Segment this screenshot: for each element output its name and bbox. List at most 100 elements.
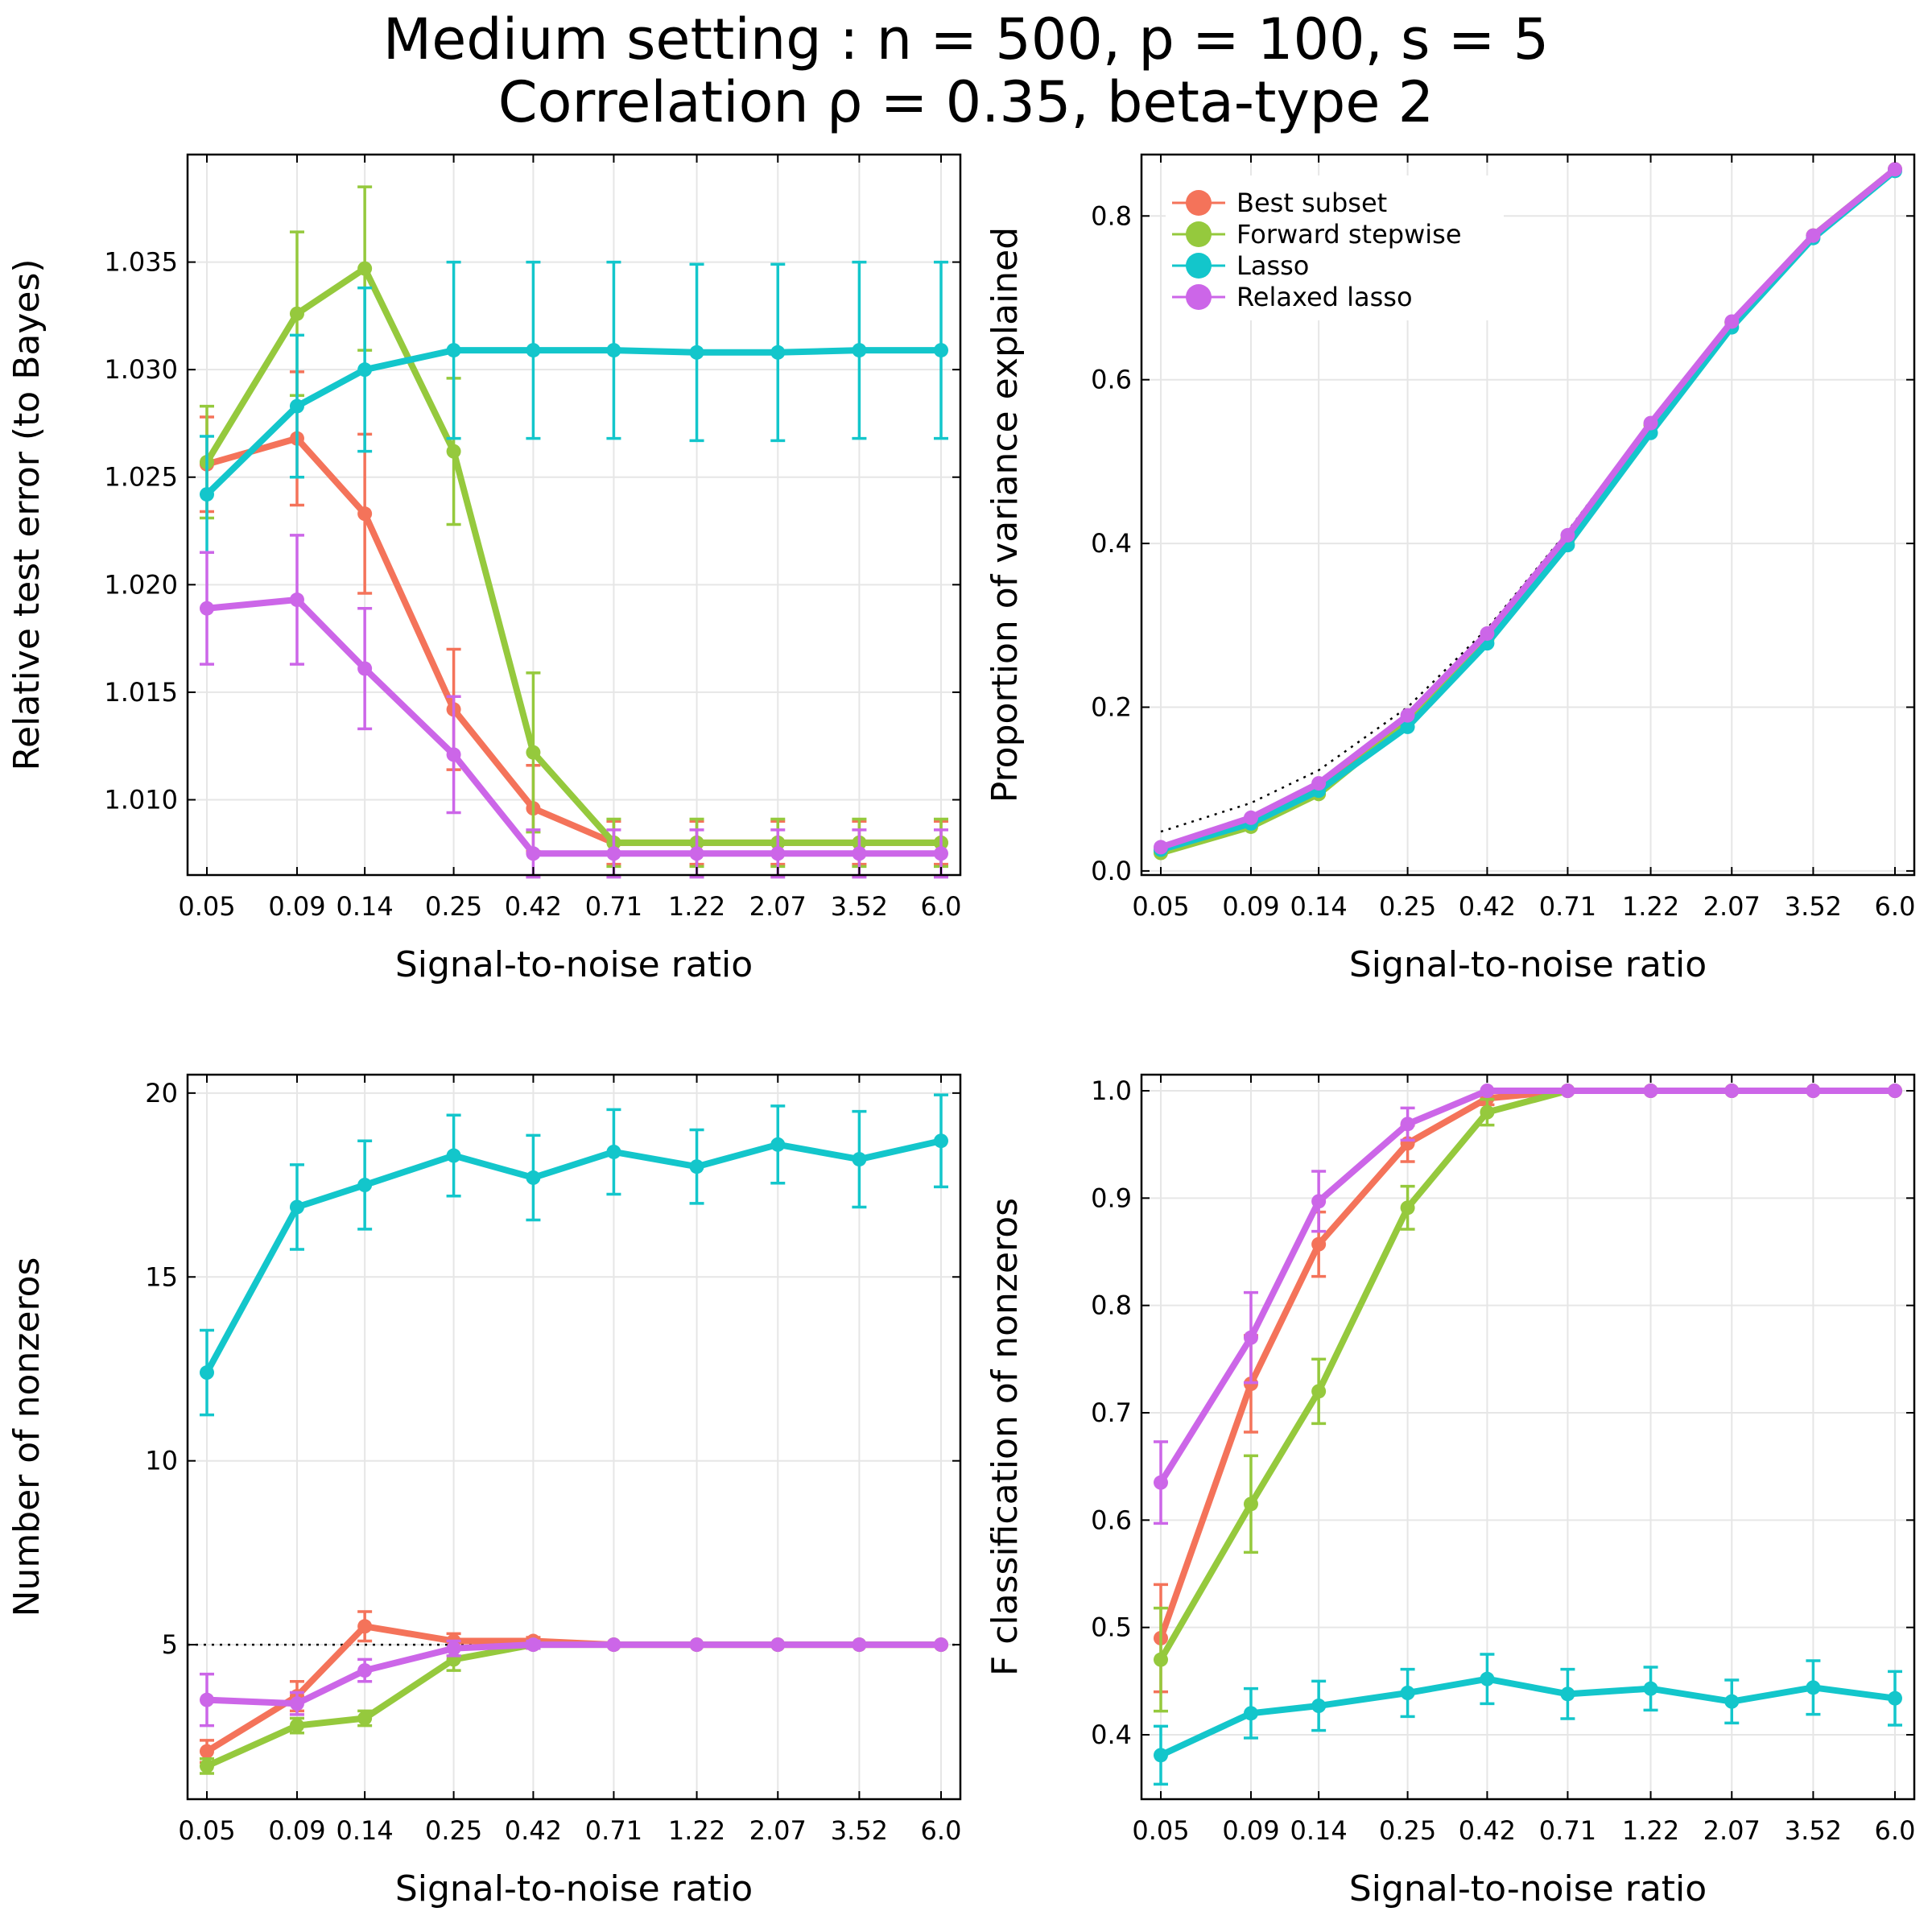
data-point (357, 1711, 373, 1726)
data-point (1243, 810, 1258, 825)
data-point (934, 343, 948, 358)
data-point (770, 846, 786, 861)
data-point (1243, 1330, 1258, 1345)
data-point (1400, 1117, 1415, 1132)
y-tick-label: 0.8 (1091, 1290, 1132, 1321)
data-point (1888, 1690, 1902, 1706)
data-point (1888, 162, 1902, 177)
y-axis-label: F classification of nonzeros (985, 1198, 1026, 1676)
y-tick-label: 15 (145, 1261, 178, 1292)
data-point (289, 1718, 304, 1733)
data-point (689, 1159, 704, 1174)
x-tick-label: 0.25 (1379, 1815, 1436, 1846)
x-tick-label: 0.14 (1290, 891, 1348, 922)
y-tick-label: 10 (145, 1446, 178, 1476)
legend-label: Lasso (1236, 250, 1309, 281)
data-point (1154, 1748, 1168, 1763)
data-point (934, 1637, 948, 1653)
y-tick-label: 5 (162, 1629, 178, 1660)
x-axis-label: Signal-to-noise ratio (1349, 1868, 1707, 1909)
x-tick-label: 1.22 (668, 1815, 725, 1846)
x-tick-label: 2.07 (1703, 891, 1761, 922)
panel-4: 0.05 0.09 0.14 0.25 0.42 0.71 1.22 2.07 3.52 6.0 0… (985, 1073, 1916, 1909)
x-tick-label: 0.25 (1379, 891, 1436, 922)
series-line-lasso (204, 1137, 944, 1377)
y-tick-label: 0.6 (1091, 365, 1132, 395)
data-point (1154, 840, 1168, 855)
legend-marker (1186, 190, 1212, 216)
y-tick-label: 0.9 (1091, 1183, 1132, 1213)
x-axis-label: Signal-to-noise ratio (1349, 944, 1707, 985)
y-tick-label: 0.4 (1091, 528, 1132, 559)
series-forward-stepwise (200, 185, 948, 869)
y-tick-label: 0.7 (1091, 1397, 1132, 1428)
series-line-forward-stepwise (204, 1641, 944, 1769)
x-tick-label: 2.07 (749, 1815, 807, 1846)
x-axis-label: Signal-to-noise ratio (395, 1868, 753, 1909)
plot-frame (186, 1073, 962, 1801)
legend-item-best-subset: Best subset (1172, 188, 1387, 218)
data-point (1643, 415, 1658, 431)
data-point (606, 343, 621, 358)
data-point (357, 261, 373, 276)
x-tick-label: 0.71 (1539, 1815, 1596, 1846)
data-point (446, 444, 461, 459)
y-tick-label: 20 (145, 1078, 178, 1108)
figure-title-line1: Medium setting : n = 500, p = 100, s = 5 (382, 6, 1550, 72)
data-point (1480, 1104, 1495, 1120)
x-tick-label: 0.71 (585, 891, 642, 922)
data-point (446, 343, 461, 358)
data-point (446, 747, 461, 762)
legend-item-forward-stepwise: Forward stepwise (1172, 219, 1462, 250)
y-tick-label: 0.8 (1091, 200, 1132, 231)
data-point (200, 1744, 214, 1759)
data-point (1560, 1084, 1575, 1098)
series-line-relaxed-lasso (1158, 166, 1898, 851)
data-point (852, 846, 867, 861)
data-point (689, 1637, 704, 1653)
data-point (606, 1144, 621, 1159)
series-forward-stepwise (200, 1637, 948, 1775)
y-tick-label: 1.025 (104, 462, 178, 493)
data-point (1400, 1200, 1415, 1216)
data-point (1724, 314, 1740, 329)
x-tick-label: 0.42 (1459, 891, 1516, 922)
series-lasso (200, 260, 948, 555)
x-tick-label: 6.0 (1875, 1815, 1916, 1846)
data-point (446, 1148, 461, 1163)
x-tick-label: 6.0 (1875, 891, 1916, 922)
x-tick-label: 0.42 (1459, 1815, 1516, 1846)
series-line-lasso (204, 347, 944, 498)
data-point (526, 343, 541, 358)
y-tick-label: 1.010 (104, 784, 178, 815)
panel-2: 0.05 0.09 0.14 0.25 0.42 0.71 1.22 2.07 3.52 6.0 0… (985, 153, 1916, 985)
data-point (852, 1637, 867, 1653)
x-tick-label: 1.22 (1622, 1815, 1679, 1846)
panel-1: 0.05 0.09 0.14 0.25 0.42 0.71 1.22 2.07 3.52 6.0 1… (6, 153, 961, 985)
data-point (934, 1133, 948, 1149)
x-tick-label: 0.42 (505, 1815, 562, 1846)
series-line-relaxed-lasso (204, 597, 944, 857)
x-tick-label: 0.05 (178, 1815, 235, 1846)
data-point (357, 1663, 373, 1678)
x-axis-label: Signal-to-noise ratio (395, 944, 753, 985)
x-tick-label: 0.09 (1222, 1815, 1279, 1846)
data-point (606, 846, 621, 861)
legend-label: Relaxed lasso (1236, 282, 1413, 312)
data-point (1311, 1236, 1327, 1252)
data-point (1888, 1084, 1902, 1098)
x-tick-label: 0.14 (336, 891, 394, 922)
data-point (357, 362, 373, 378)
data-point (289, 1199, 304, 1215)
series-line-relaxed-lasso (204, 1641, 944, 1707)
data-point (934, 846, 948, 861)
data-point (357, 661, 373, 676)
series-line-best-subset (204, 435, 944, 846)
series-line-best-subset (1158, 1088, 1898, 1641)
y-tick-label: 0.4 (1091, 1719, 1132, 1750)
plot-frame (1140, 1073, 1916, 1801)
series-relaxed-lasso (1154, 162, 1902, 855)
x-tick-label: 0.09 (268, 891, 325, 922)
